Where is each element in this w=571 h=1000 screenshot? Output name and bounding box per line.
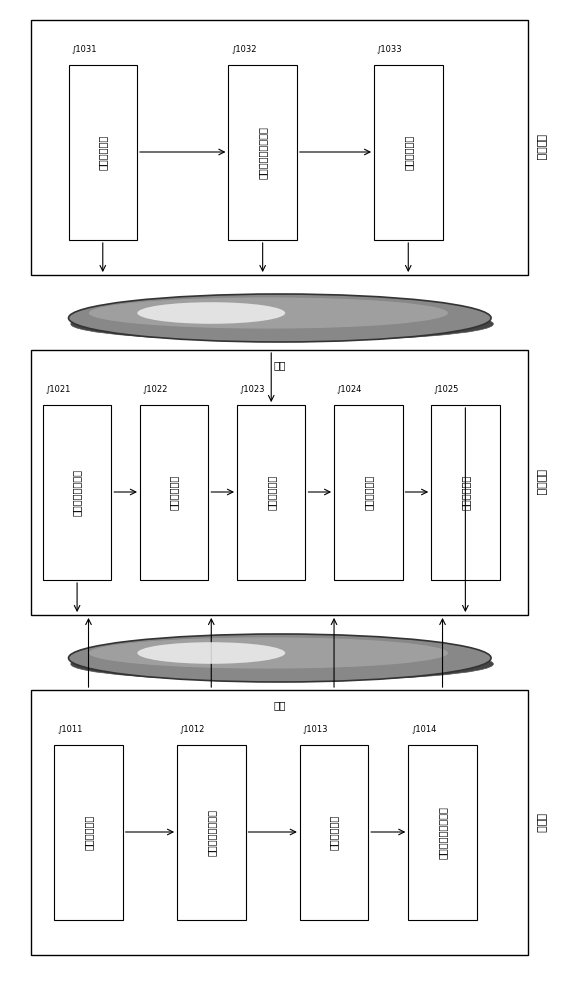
Bar <box>31 20 528 275</box>
Text: ∫1014: ∫1014 <box>411 724 436 733</box>
Text: 响应发送装置: 响应发送装置 <box>266 475 276 510</box>
Text: ∫1031: ∫1031 <box>71 44 97 53</box>
Bar <box>43 405 111 580</box>
Bar <box>69 65 137 240</box>
Text: 小区接入装置: 小区接入装置 <box>403 135 413 170</box>
Text: ∫1012: ∫1012 <box>180 724 205 733</box>
Bar <box>237 405 305 580</box>
Ellipse shape <box>69 634 491 682</box>
Ellipse shape <box>71 647 493 681</box>
Ellipse shape <box>138 302 286 324</box>
Bar <box>228 65 297 240</box>
Bar <box>140 405 208 580</box>
Text: ∫1021: ∫1021 <box>46 384 71 393</box>
Text: ∫1011: ∫1011 <box>57 724 82 733</box>
Text: ∫1023: ∫1023 <box>240 384 266 393</box>
Ellipse shape <box>138 642 286 664</box>
Ellipse shape <box>89 297 448 329</box>
Bar <box>408 745 477 920</box>
Text: ∫1013: ∫1013 <box>303 724 328 733</box>
Text: 源小区: 源小区 <box>536 813 546 832</box>
Text: 图网: 图网 <box>274 700 286 710</box>
Text: 响应接收装置: 响应接收装置 <box>329 815 339 850</box>
Ellipse shape <box>69 294 491 342</box>
Text: 用户设备: 用户设备 <box>536 134 546 161</box>
Ellipse shape <box>89 637 448 669</box>
Bar <box>300 745 368 920</box>
Text: 目标小区: 目标小区 <box>536 469 546 496</box>
Text: 图网: 图网 <box>274 360 286 370</box>
Text: 报告发送装置: 报告发送装置 <box>98 135 108 170</box>
Text: ∫1032: ∫1032 <box>231 44 257 53</box>
Text: ∫1022: ∫1022 <box>143 384 168 393</box>
Bar <box>177 745 246 920</box>
Text: 通信建立装置: 通信建立装置 <box>460 475 471 510</box>
Text: 切换请求接收装置: 切换请求接收装置 <box>72 469 82 516</box>
Bar <box>334 405 403 580</box>
Text: ∫1024: ∫1024 <box>337 384 362 393</box>
Bar <box>31 350 528 615</box>
Text: 接入接收装置: 接入接收装置 <box>363 475 373 510</box>
Bar <box>374 65 443 240</box>
Text: 报告接收装置: 报告接收装置 <box>83 815 94 850</box>
Bar <box>31 690 528 955</box>
Text: ∫1025: ∫1025 <box>434 384 459 393</box>
Text: 关联建立装置: 关联建立装置 <box>169 475 179 510</box>
Ellipse shape <box>71 307 493 341</box>
Text: 重配置请求接收装置: 重配置请求接收装置 <box>258 126 268 179</box>
Text: 重配置请求发送装置: 重配置请求发送装置 <box>437 806 448 859</box>
Bar <box>54 745 123 920</box>
Text: 切换请求发送装置: 切换请求发送装置 <box>206 809 216 856</box>
Bar <box>431 405 500 580</box>
Text: ∫1033: ∫1033 <box>377 44 403 53</box>
